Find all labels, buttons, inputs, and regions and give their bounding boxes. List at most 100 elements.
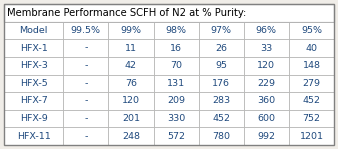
Bar: [153, 92, 199, 110]
Bar: [244, 110, 289, 127]
Bar: [63, 22, 108, 39]
Bar: [153, 22, 199, 39]
Text: 131: 131: [167, 79, 185, 88]
Bar: [289, 57, 334, 74]
Bar: [4, 57, 63, 74]
Bar: [108, 92, 153, 110]
Text: 1201: 1201: [299, 132, 323, 141]
Text: 600: 600: [257, 114, 275, 123]
Bar: [63, 57, 108, 74]
Bar: [4, 22, 63, 39]
Text: 572: 572: [167, 132, 185, 141]
Bar: [153, 110, 199, 127]
Bar: [63, 39, 108, 57]
Text: -: -: [84, 79, 88, 88]
Bar: [108, 74, 153, 92]
Bar: [108, 110, 153, 127]
Text: HFX-9: HFX-9: [20, 114, 48, 123]
Bar: [63, 74, 108, 92]
Bar: [108, 127, 153, 145]
Text: 248: 248: [122, 132, 140, 141]
Text: 95%: 95%: [301, 26, 322, 35]
Text: 40: 40: [306, 44, 317, 53]
Bar: [108, 22, 153, 39]
Bar: [153, 127, 199, 145]
Bar: [244, 92, 289, 110]
Bar: [108, 57, 153, 74]
Bar: [4, 127, 63, 145]
Text: 97%: 97%: [211, 26, 232, 35]
Bar: [63, 127, 108, 145]
Bar: [4, 74, 63, 92]
Bar: [244, 74, 289, 92]
Bar: [289, 92, 334, 110]
Text: Membrane Performance SCFH of N2 at % Purity:: Membrane Performance SCFH of N2 at % Pur…: [7, 8, 246, 18]
Bar: [63, 92, 108, 110]
Text: 16: 16: [170, 44, 182, 53]
Bar: [4, 92, 63, 110]
Text: -: -: [84, 61, 88, 70]
Bar: [4, 4, 334, 22]
Text: HFX-1: HFX-1: [20, 44, 48, 53]
Bar: [199, 57, 244, 74]
Text: 148: 148: [303, 61, 320, 70]
Text: -: -: [84, 114, 88, 123]
Text: 42: 42: [125, 61, 137, 70]
Text: HFX-3: HFX-3: [20, 61, 48, 70]
Bar: [244, 57, 289, 74]
Text: 452: 452: [212, 114, 230, 123]
Text: 70: 70: [170, 61, 182, 70]
Text: 120: 120: [257, 61, 275, 70]
Bar: [244, 39, 289, 57]
Text: HFX-5: HFX-5: [20, 79, 48, 88]
Text: 752: 752: [303, 114, 320, 123]
Bar: [244, 22, 289, 39]
Bar: [108, 39, 153, 57]
Text: 283: 283: [212, 96, 230, 105]
Text: HFX-11: HFX-11: [17, 132, 50, 141]
Bar: [63, 110, 108, 127]
Text: -: -: [84, 96, 88, 105]
Text: 176: 176: [212, 79, 230, 88]
Bar: [4, 110, 63, 127]
Bar: [244, 127, 289, 145]
Bar: [199, 92, 244, 110]
Text: 360: 360: [257, 96, 275, 105]
Bar: [199, 110, 244, 127]
Bar: [289, 39, 334, 57]
Text: 279: 279: [303, 79, 320, 88]
Bar: [4, 39, 63, 57]
Bar: [289, 127, 334, 145]
Bar: [153, 74, 199, 92]
Text: 96%: 96%: [256, 26, 277, 35]
Text: -: -: [84, 44, 88, 53]
Text: 11: 11: [125, 44, 137, 53]
Text: 201: 201: [122, 114, 140, 123]
Text: 33: 33: [260, 44, 272, 53]
Text: -: -: [84, 132, 88, 141]
Text: 99.5%: 99.5%: [71, 26, 101, 35]
Text: 120: 120: [122, 96, 140, 105]
Text: 780: 780: [212, 132, 230, 141]
Bar: [199, 127, 244, 145]
Text: 98%: 98%: [166, 26, 187, 35]
Text: 99%: 99%: [120, 26, 141, 35]
Bar: [199, 39, 244, 57]
Bar: [289, 74, 334, 92]
Text: 992: 992: [257, 132, 275, 141]
Text: 330: 330: [167, 114, 185, 123]
Text: 26: 26: [215, 44, 227, 53]
Bar: [153, 57, 199, 74]
Bar: [199, 22, 244, 39]
Text: 76: 76: [125, 79, 137, 88]
Text: Model: Model: [20, 26, 48, 35]
Bar: [289, 110, 334, 127]
Bar: [199, 74, 244, 92]
Text: 229: 229: [257, 79, 275, 88]
Text: HFX-7: HFX-7: [20, 96, 48, 105]
Text: 95: 95: [215, 61, 227, 70]
Bar: [289, 22, 334, 39]
Text: 209: 209: [167, 96, 185, 105]
Text: 452: 452: [303, 96, 320, 105]
Bar: [153, 39, 199, 57]
